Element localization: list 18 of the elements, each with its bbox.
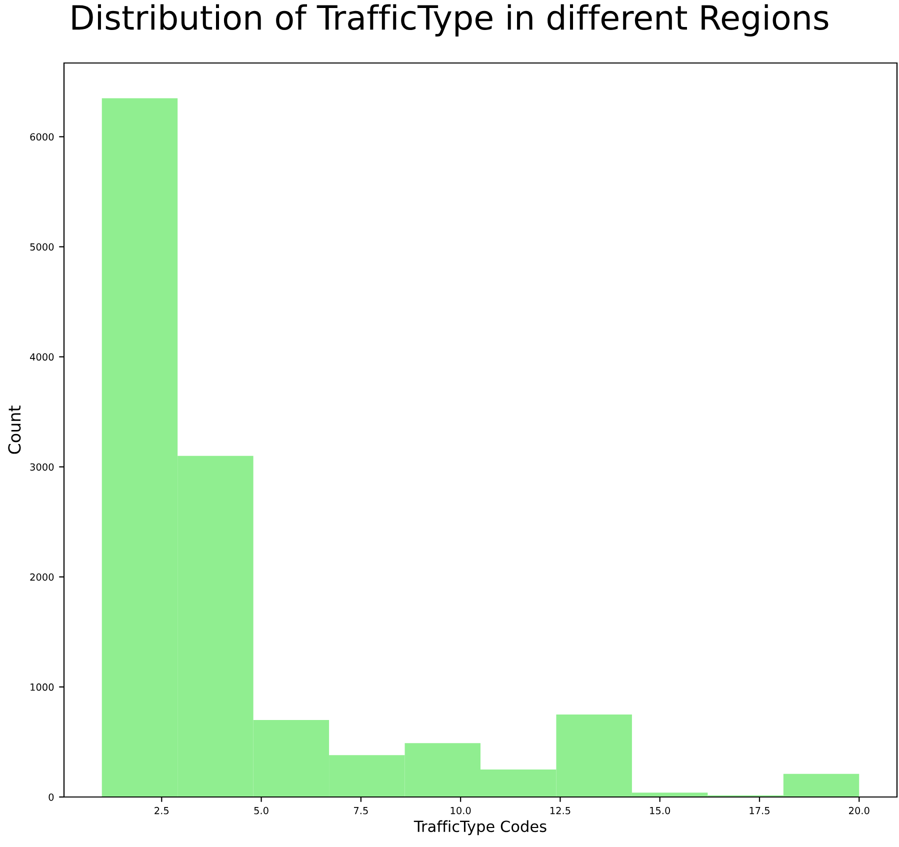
- x-tick-label: 12.5: [550, 806, 570, 814]
- y-tick-label: 3000: [30, 463, 54, 471]
- y-tick-label: 4000: [30, 353, 54, 361]
- x-tick-label: 2.5: [154, 806, 169, 814]
- y-tick-label: 1000: [30, 683, 54, 691]
- x-tick-label: 17.5: [750, 807, 770, 814]
- x-tick-label: 15.0: [650, 806, 670, 814]
- y-tick-label: 5000: [30, 243, 54, 251]
- y-tick-label: 2000: [30, 573, 54, 581]
- y-axis-title: Count: [8, 406, 21, 454]
- x-axis-title: TrafficType Codes: [414, 820, 546, 836]
- x-tick-label: 5.0: [254, 806, 268, 814]
- y-tick-label: 6000: [30, 133, 54, 141]
- y-tick-label: 0: [48, 793, 54, 801]
- x-tick-label: 10.0: [450, 806, 471, 814]
- x-tick-label: 20.0: [849, 806, 870, 814]
- x-tick-label: 7.5: [354, 807, 368, 814]
- chart-title: Distribution of TrafficType in different Regions: [72, 4, 828, 36]
